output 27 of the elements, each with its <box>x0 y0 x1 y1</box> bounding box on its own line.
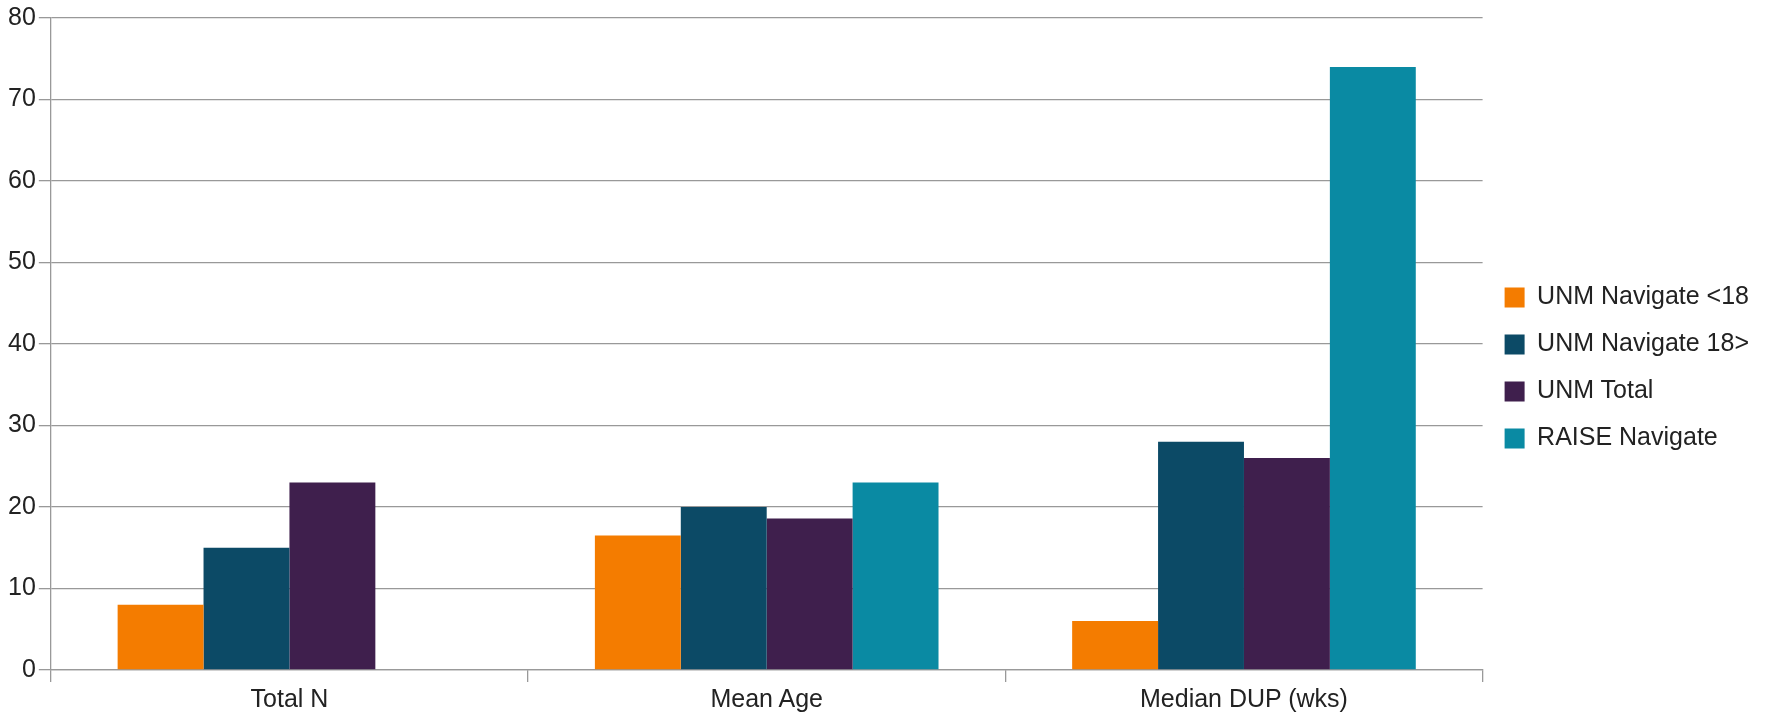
bar <box>203 547 290 670</box>
y-tick-label: 20 <box>8 490 36 519</box>
legend-label: RAISE Navigate <box>1537 422 1718 451</box>
y-tick-label: 60 <box>8 164 36 193</box>
bar <box>1072 621 1159 670</box>
y-tick-label: 80 <box>8 1 36 30</box>
y-tick-label: 10 <box>8 572 36 601</box>
y-tick-label: 0 <box>21 653 36 682</box>
y-tick-label: 40 <box>8 327 36 356</box>
y-tick-label: 50 <box>8 246 36 275</box>
legend-label: UNM Navigate <18 <box>1537 281 1749 310</box>
x-tick-label: Total N <box>250 683 329 712</box>
bar <box>1243 458 1330 670</box>
legend-label: UNM Total <box>1537 375 1654 404</box>
x-tick-label: Median DUP (wks) <box>1140 683 1348 712</box>
y-tick-label: 30 <box>8 409 36 438</box>
bar <box>766 518 853 670</box>
bar <box>1158 441 1244 670</box>
bar <box>680 507 767 670</box>
legend-label: UNM Navigate 18> <box>1537 328 1749 357</box>
y-tick-label: 70 <box>8 83 36 112</box>
bar <box>1329 66 1416 670</box>
x-tick-label: Mean Age <box>710 683 823 712</box>
bar <box>594 535 681 670</box>
bar <box>117 604 204 670</box>
bar <box>852 482 939 670</box>
bar <box>289 482 376 670</box>
